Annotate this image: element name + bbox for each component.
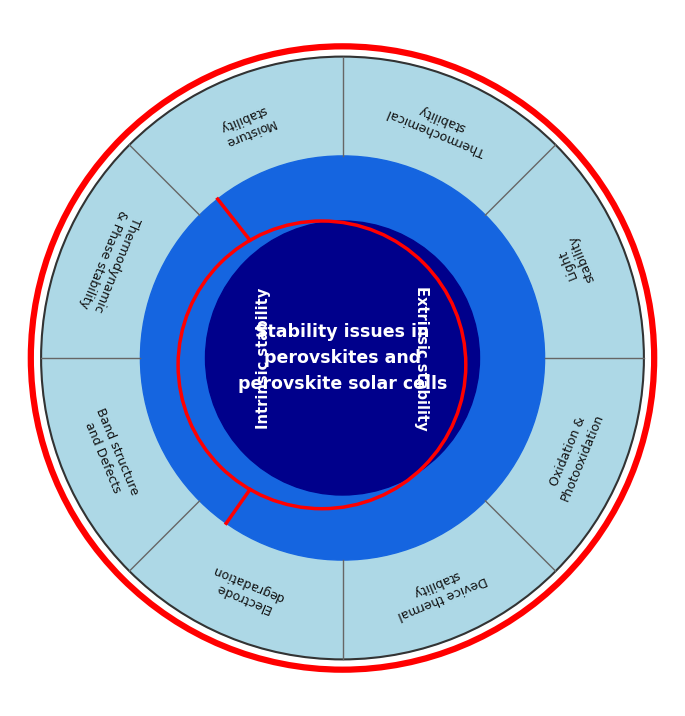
Text: Band structure
and Defects: Band structure and Defects (79, 406, 140, 503)
Text: Electrode
degradation: Electrode degradation (206, 563, 287, 618)
Circle shape (140, 156, 545, 560)
Circle shape (206, 221, 480, 495)
Text: Moisture
stability: Moisture stability (216, 102, 276, 149)
Text: Thermodynamic
& Phase stability: Thermodynamic & Phase stability (77, 208, 143, 316)
Text: Intrinsic stability: Intrinsic stability (256, 287, 271, 429)
Text: Stability issues in
perovskites and
perovskite solar cells: Stability issues in perovskites and pero… (238, 323, 447, 393)
Text: Oxidation &
Photooxidation: Oxidation & Photooxidation (545, 406, 606, 503)
Text: Extrinsic stability: Extrinsic stability (414, 286, 429, 430)
Text: Device thermal
stability: Device thermal stability (389, 559, 488, 621)
Text: Light
stability: Light stability (553, 233, 597, 290)
Circle shape (41, 57, 644, 659)
Text: Thermochemical
stability: Thermochemical stability (385, 92, 493, 158)
